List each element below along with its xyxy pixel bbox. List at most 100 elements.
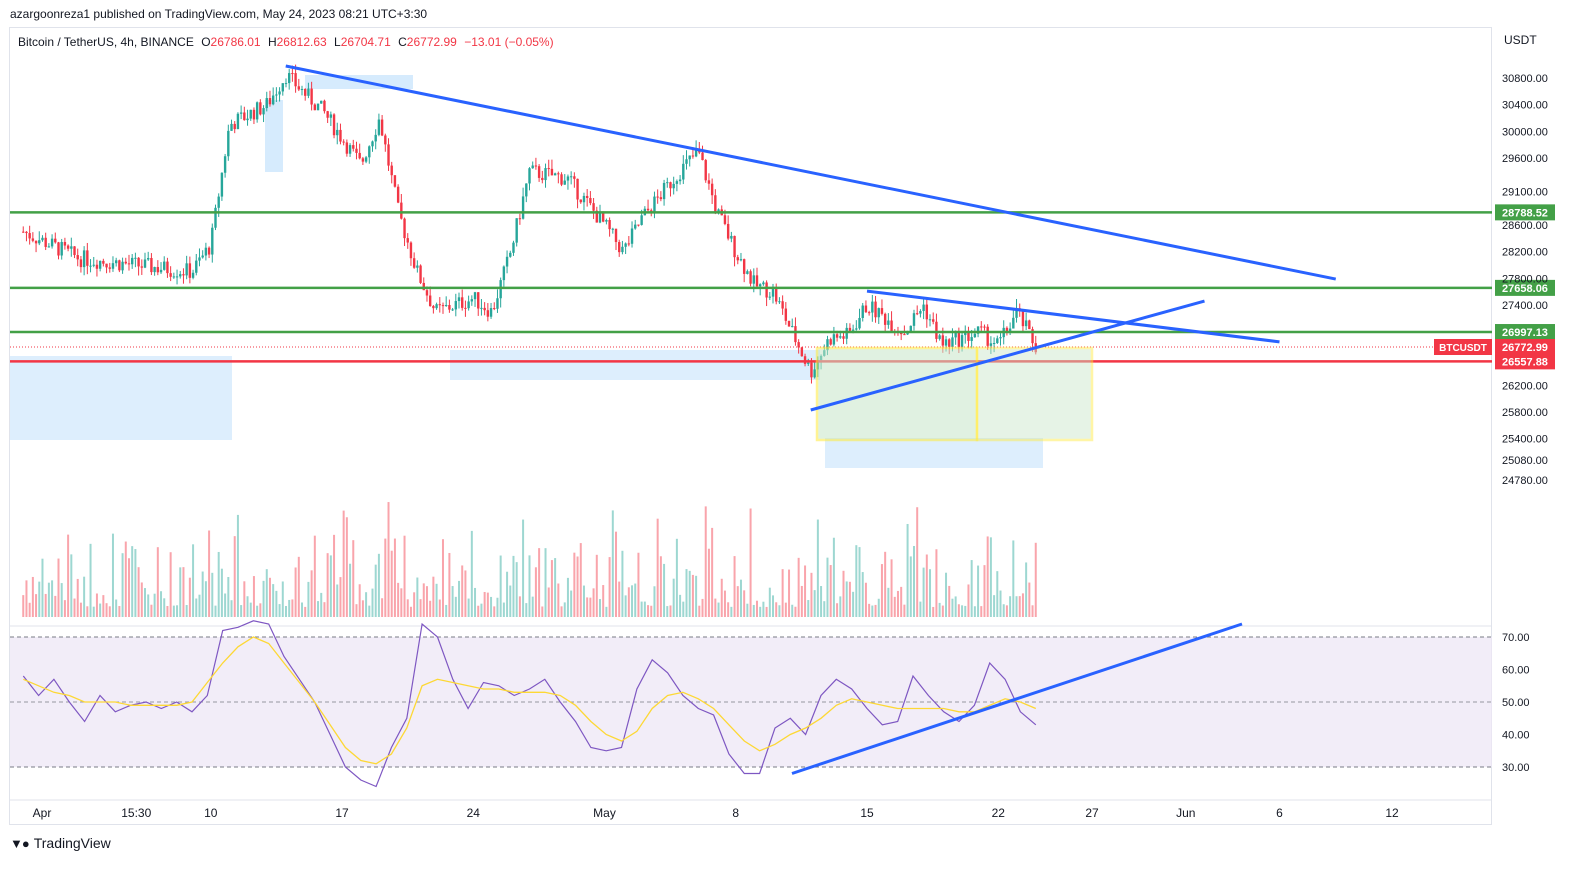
volume-bar xyxy=(900,586,903,617)
candle-body xyxy=(585,195,589,198)
candle-body xyxy=(742,259,746,274)
candle-body xyxy=(454,301,458,310)
volume-bar xyxy=(778,605,781,617)
volume-bar xyxy=(169,552,172,617)
volume-bar xyxy=(823,601,826,617)
price-tick-0: 30800.00 xyxy=(1502,73,1548,85)
candle-body xyxy=(983,326,986,328)
candle-body xyxy=(733,235,736,258)
volume-bar xyxy=(381,598,384,617)
time-tick-0: Apr xyxy=(33,806,52,820)
trendline-0 xyxy=(285,64,1337,281)
symbol-title[interactable]: Bitcoin / TetherUS, 4h, BINANCE xyxy=(18,35,194,49)
volume-bar xyxy=(188,577,191,617)
supply-zone-top xyxy=(265,100,283,172)
candle-body xyxy=(1028,320,1031,330)
volume-bar xyxy=(906,523,909,617)
candle-body xyxy=(47,246,51,248)
candle-body xyxy=(156,267,160,273)
candle-body xyxy=(704,160,707,181)
candle-body xyxy=(1031,329,1034,344)
volume-bar xyxy=(919,601,922,617)
candle-body xyxy=(835,334,839,338)
volume-bar xyxy=(563,602,566,617)
candle-body xyxy=(611,228,615,230)
volume-bar xyxy=(557,583,560,617)
volume-bar xyxy=(182,567,185,617)
candle-body xyxy=(595,210,598,223)
tradingview-brand: TradingView xyxy=(33,835,111,851)
volume-bar xyxy=(156,547,159,617)
volume-bar xyxy=(185,605,188,617)
volume-bar xyxy=(1012,540,1015,617)
volume-bar xyxy=(1031,605,1034,617)
volume-bar xyxy=(70,554,73,617)
volume-bar xyxy=(429,600,432,617)
volume-bar xyxy=(675,538,678,617)
candle-body xyxy=(521,196,525,219)
volume-bar xyxy=(682,601,685,617)
candle-body xyxy=(76,255,79,260)
tradingview-logo[interactable]: ▼● TradingView xyxy=(10,835,111,851)
volume-bar xyxy=(224,593,227,617)
volume-bar xyxy=(707,548,710,617)
volume-bar xyxy=(384,538,387,617)
candle-body xyxy=(127,263,131,265)
candle-body xyxy=(92,264,95,266)
candle-body xyxy=(534,165,538,167)
volume-bar xyxy=(967,584,970,617)
level-tag-0 xyxy=(1495,204,1555,221)
volume-bar xyxy=(131,546,134,617)
volume-bar xyxy=(294,567,297,617)
tradingview-logo-icon: ▼● xyxy=(10,835,30,851)
level-tag-3 xyxy=(1495,353,1555,370)
candle-body xyxy=(300,89,304,91)
candle-body xyxy=(525,183,528,197)
candle-body xyxy=(89,265,92,267)
candle-body xyxy=(66,245,70,249)
candle-body xyxy=(531,165,534,169)
level-tag-1 xyxy=(1495,279,1555,296)
candle-body xyxy=(948,339,951,347)
volume-bar xyxy=(400,588,403,617)
candle-body xyxy=(858,317,861,329)
volume-bar xyxy=(79,602,82,617)
candle-body xyxy=(749,271,752,284)
volume-bar xyxy=(544,548,547,617)
candle-body xyxy=(646,208,650,211)
volume-bar xyxy=(160,591,163,617)
volume-bar xyxy=(195,598,198,617)
volume-bar xyxy=(163,598,166,617)
volume-bar xyxy=(884,551,887,617)
volume-bar xyxy=(829,565,832,617)
volume-bar xyxy=(755,600,758,617)
candle-body xyxy=(509,252,512,257)
candle-body xyxy=(618,242,621,253)
volume-bar xyxy=(470,530,473,617)
level-tag-2 xyxy=(1495,324,1555,341)
price-change: −13.01 (−0.05%) xyxy=(464,35,554,49)
candle-body xyxy=(243,112,246,121)
candle-body xyxy=(653,196,656,214)
volume-bar xyxy=(951,598,954,617)
volume-bar xyxy=(506,571,509,617)
volume-bar xyxy=(653,586,656,617)
time-tick-3: 17 xyxy=(335,806,349,820)
volume-bar xyxy=(147,594,150,617)
volume-bar xyxy=(938,602,941,617)
candle-body xyxy=(380,119,384,136)
candle-body xyxy=(230,123,233,131)
candle-body xyxy=(496,298,499,309)
volume-bar xyxy=(41,558,44,617)
candle-body xyxy=(489,308,493,317)
currency-label[interactable]: USDT xyxy=(1504,33,1537,47)
candle-body xyxy=(236,113,240,130)
volume-bar xyxy=(627,587,630,617)
candle-body xyxy=(848,327,852,331)
time-tick-9: 27 xyxy=(1085,806,1099,820)
volume-bar xyxy=(304,606,307,617)
candle-body xyxy=(726,223,730,239)
candle-body xyxy=(361,158,365,162)
volume-bar xyxy=(922,567,925,617)
